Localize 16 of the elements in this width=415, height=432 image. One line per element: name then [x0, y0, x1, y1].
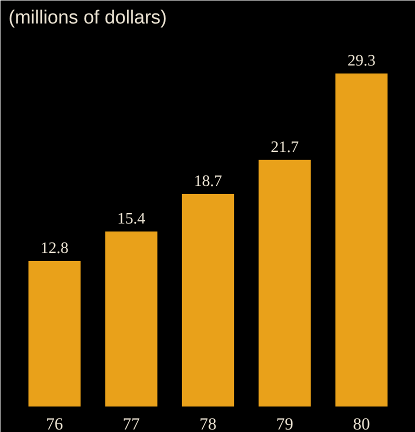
data-label: 29.3 [347, 52, 376, 70]
x-tick-label: 80 [352, 414, 370, 432]
chart-title: (millions of dollars) [8, 8, 167, 28]
bar [28, 261, 81, 406]
bar [105, 231, 158, 406]
bar [258, 160, 311, 406]
x-tick-label: 77 [122, 414, 140, 432]
bar [335, 73, 388, 406]
bar [182, 194, 234, 406]
data-label: 15.4 [117, 210, 146, 228]
data-label: 21.7 [270, 138, 299, 156]
x-tick-label: 78 [200, 414, 216, 432]
x-tick-label: 79 [276, 414, 294, 432]
x-tick-label: 76 [46, 414, 64, 432]
data-label: 18.7 [194, 172, 222, 190]
data-label: 12.8 [40, 240, 69, 258]
